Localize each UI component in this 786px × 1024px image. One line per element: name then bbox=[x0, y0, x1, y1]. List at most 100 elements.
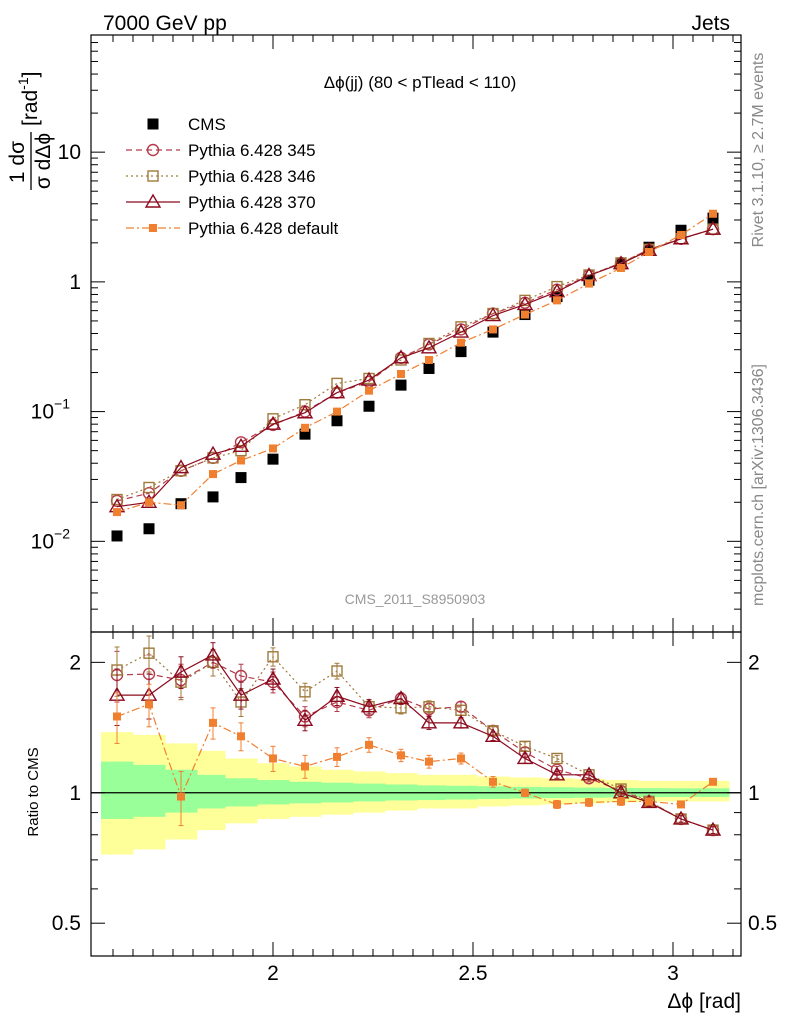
ratio-panel-frame bbox=[90, 631, 742, 957]
ratio-series-2-point bbox=[204, 646, 222, 661]
main-series-2-point bbox=[519, 294, 531, 307]
main-series-0-point bbox=[143, 523, 155, 535]
ratio-series-2-point bbox=[172, 663, 190, 678]
main-series-4-point bbox=[457, 338, 465, 347]
ratio-series-3-point bbox=[553, 800, 561, 809]
legend-marker-1 bbox=[146, 143, 160, 157]
main-series-4-point bbox=[269, 444, 277, 453]
ratio-panel-series bbox=[108, 635, 722, 837]
x-tick-label: 3 bbox=[667, 962, 679, 985]
legend-label-1: Pythia 6.428 345 bbox=[188, 141, 316, 160]
main-series-4-point bbox=[709, 209, 717, 218]
main-series-2-point bbox=[175, 465, 187, 477]
ratio-series-2-point bbox=[580, 766, 598, 781]
main-series-4-point bbox=[425, 355, 433, 364]
main-series-0-point bbox=[207, 491, 219, 503]
ratio-series-1-point bbox=[143, 647, 155, 659]
ratio-series-3-point bbox=[677, 800, 685, 809]
main-series-3-point bbox=[392, 349, 410, 364]
ratio-series-1-point bbox=[423, 700, 435, 713]
ratio-band-green bbox=[197, 774, 226, 809]
main-y-tick-base: 10 bbox=[31, 401, 54, 424]
x-axis-label: Δϕ [rad] bbox=[667, 990, 741, 1013]
legend: CMS Pythia 6.428 345 Pythia 6.428 346 Pythi… bbox=[126, 115, 339, 238]
main-series-0-point bbox=[363, 400, 375, 412]
ratio-series-2-point bbox=[264, 670, 282, 685]
main-y-tick-label: 1 bbox=[69, 271, 81, 294]
ratio-y-tick-label-left: 0.5 bbox=[52, 912, 81, 935]
main-series-4-point bbox=[333, 407, 341, 416]
x-tick-label: 2.5 bbox=[458, 962, 487, 985]
main-series-3-point bbox=[420, 339, 438, 354]
rivet-version-label: Rivet 3.1.10, ≥ 2.7M events bbox=[750, 53, 767, 248]
ratio-series-3-point bbox=[585, 798, 593, 807]
main-series-4-point bbox=[397, 369, 405, 378]
ratio-y-tick-label-right: 0.5 bbox=[748, 912, 777, 935]
ratio-series-3-point bbox=[397, 751, 405, 760]
y-label-unit-text: [rad bbox=[19, 90, 42, 126]
main-series-4-point bbox=[645, 247, 653, 256]
analysis-watermark: CMS_2011_S8950903 bbox=[345, 591, 486, 607]
ratio-series-3-point bbox=[177, 792, 185, 801]
main-y-tick-base: 10 bbox=[58, 141, 81, 164]
ratio-y-tick-label-left: 1 bbox=[69, 782, 81, 805]
ratio-y-tick-label-left: 2 bbox=[69, 651, 81, 674]
main-series-2-point bbox=[299, 399, 311, 411]
ratio-series-3-point bbox=[709, 777, 717, 786]
main-series-0-point bbox=[643, 241, 655, 253]
ratio-series-line-3 bbox=[116, 703, 714, 806]
main-y-tick-label: 10 bbox=[58, 141, 81, 164]
y-label-unit-close: ] bbox=[19, 72, 42, 78]
ratio-series-3-point bbox=[521, 788, 529, 797]
y-label-unit-exponent: -1 bbox=[15, 77, 31, 90]
main-series-3-point bbox=[452, 323, 470, 338]
main-series-0-point bbox=[235, 472, 247, 484]
y-label-unit: [rad-1] bbox=[15, 72, 42, 126]
main-series-4-point bbox=[177, 501, 185, 510]
main-series-4-point bbox=[617, 263, 625, 272]
legend-label-4: Pythia 6.428 default bbox=[188, 219, 339, 238]
main-series-0-point bbox=[111, 530, 123, 542]
main-series-3-point bbox=[704, 220, 722, 235]
main-series-4-point bbox=[521, 310, 529, 319]
ratio-band-green bbox=[133, 764, 166, 817]
main-series-3-point bbox=[516, 296, 534, 311]
ratio-series-3-point bbox=[645, 797, 653, 806]
ratio-y-tick-label-right: 1 bbox=[748, 782, 760, 805]
legend-marker-3 bbox=[144, 193, 162, 208]
main-series-0-point bbox=[455, 346, 467, 358]
ratio-series-2-point bbox=[548, 766, 566, 781]
ratio-series-2-point bbox=[704, 821, 722, 836]
main-y-tick-label: 10−1 bbox=[31, 396, 71, 424]
ratio-series-1-point bbox=[551, 752, 563, 765]
main-series-0-point bbox=[267, 453, 279, 465]
main-series-4-point bbox=[677, 230, 685, 239]
legend-marker-0 bbox=[147, 118, 159, 130]
main-y-tick-exponent: −2 bbox=[54, 525, 70, 541]
main-series-3-point bbox=[484, 307, 502, 322]
main-series-4-point bbox=[585, 279, 593, 288]
ratio-y-tick-label-right: 2 bbox=[748, 651, 760, 674]
main-series-4-point bbox=[237, 456, 245, 465]
legend-marker-4 bbox=[149, 224, 157, 232]
ratio-series-2-point bbox=[232, 686, 250, 701]
main-series-0-point bbox=[395, 379, 407, 391]
legend-label-3: Pythia 6.428 370 bbox=[188, 193, 316, 212]
main-series-0-point bbox=[423, 362, 435, 374]
main-y-tick-base: 1 bbox=[69, 271, 81, 294]
main-series-0-point bbox=[707, 212, 719, 224]
header-energy-label: 7000 GeV pp bbox=[103, 12, 227, 35]
ratio-band-green bbox=[101, 761, 134, 819]
main-y-tick-base: 10 bbox=[31, 530, 54, 553]
ratio-series-3-point bbox=[425, 757, 433, 766]
main-series-4-point bbox=[301, 423, 309, 432]
ratio-series-3-point bbox=[269, 754, 277, 763]
ratio-series-3-point bbox=[617, 797, 625, 806]
mcplots-reference-label: mcplots.cern.ch [arXiv:1306.3436] bbox=[750, 364, 767, 606]
main-panel-title: Δϕ(jj) (80 < pTlead < 110) bbox=[324, 73, 517, 92]
ratio-series-line-2 bbox=[117, 654, 714, 831]
ratio-panel-bands bbox=[101, 732, 730, 855]
legend-label-2: Pythia 6.428 346 bbox=[188, 167, 316, 186]
ratio-series-3-point bbox=[489, 777, 497, 786]
